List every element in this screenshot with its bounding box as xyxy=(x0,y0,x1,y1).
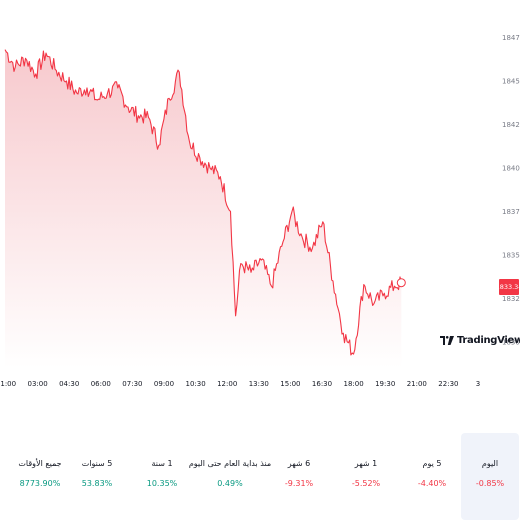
period-label: 1 سنة xyxy=(151,459,173,468)
price-line xyxy=(4,49,402,356)
x-tick-label: 09:00 xyxy=(154,380,174,388)
period-change-value: ‎-0.85% xyxy=(475,479,505,488)
x-tick-label: 22:30 xyxy=(438,380,458,388)
x-tick-label: 15:00 xyxy=(280,380,300,388)
last-price-marker xyxy=(396,278,406,288)
tradingview-logo-icon xyxy=(440,336,454,345)
period-tab[interactable]: 5 سنوات 53.83% xyxy=(68,433,126,520)
y-tick-label: 1835.00 xyxy=(502,251,520,259)
period-label: 6 شهر xyxy=(287,459,311,468)
period-label: منذ بداية العام حتى اليوم xyxy=(188,459,272,468)
period-change-value: 10.35% xyxy=(146,479,178,488)
chart-canvas[interactable]: 1847.50 1845.00 1842.50 1840.00 1837.50 1835.… xyxy=(0,0,520,400)
period-tab[interactable]: اليوم ‎-0.85% xyxy=(461,433,519,520)
period-label: جميع الأوقات xyxy=(18,459,62,468)
period-tab[interactable]: 1 شهر ‎-5.52% xyxy=(337,433,395,520)
time-axis: 01:00 03:00 04:30 06:00 07:30 09:00 10:30 12:00… xyxy=(0,380,480,388)
x-tick-label: 03:00 xyxy=(28,380,48,388)
price-axis: 1847.50 1845.00 1842.50 1840.00 1837.50 1835.… xyxy=(502,34,520,346)
x-tick-label: 06:00 xyxy=(91,380,111,388)
x-tick-label: 3 xyxy=(476,380,480,388)
price-area-fill xyxy=(5,49,402,368)
period-change-value: ‎-5.52% xyxy=(351,479,381,488)
x-tick-label: 10:30 xyxy=(186,380,206,388)
y-tick-label: 1840.00 xyxy=(502,164,520,172)
last-price-label: 1833.34 xyxy=(496,279,520,295)
period-label: 5 يوم xyxy=(422,459,442,468)
period-tab[interactable]: 5 يوم ‎-4.40% xyxy=(403,433,461,520)
period-tab[interactable]: 6 شهر ‎-9.31% xyxy=(270,433,328,520)
y-tick-label: 1830.00 xyxy=(502,338,520,346)
x-tick-label: 16:30 xyxy=(312,380,332,388)
x-tick-label: 18:00 xyxy=(344,380,364,388)
tradingview-logo-text: TradingView xyxy=(457,335,520,346)
y-tick-label: 1837.50 xyxy=(502,208,520,216)
price-chart[interactable]: 1847.50 1845.00 1842.50 1840.00 1837.50 1835.… xyxy=(0,0,520,400)
period-change-value: ‎-9.31% xyxy=(284,479,314,488)
period-tab[interactable]: 1 سنة 10.35% xyxy=(133,433,191,520)
y-tick-label: 1847.50 xyxy=(502,34,520,42)
period-change-value: 0.49% xyxy=(217,479,243,488)
y-tick-label: 1842.50 xyxy=(502,121,520,129)
x-tick-label: 19:30 xyxy=(375,380,395,388)
period-change-value: 8773.90% xyxy=(19,479,61,488)
period-change-value: ‎-4.40% xyxy=(417,479,447,488)
period-label: 5 سنوات xyxy=(81,459,113,468)
y-tick-label: 1832.50 xyxy=(502,295,520,303)
y-tick-label: 1845.00 xyxy=(502,77,520,85)
x-tick-label: 12:00 xyxy=(217,380,237,388)
tradingview-logo[interactable]: TradingView xyxy=(440,335,520,346)
x-tick-label: 07:30 xyxy=(122,380,142,388)
period-label: اليوم xyxy=(481,459,499,468)
x-tick-label: 01:00 xyxy=(0,380,16,388)
x-tick-label: 21:00 xyxy=(407,380,427,388)
period-tab[interactable]: جميع الأوقات 8773.90% xyxy=(5,433,75,520)
x-tick-label: 13:30 xyxy=(249,380,269,388)
period-label: 1 شهر xyxy=(354,459,378,468)
period-tab[interactable]: منذ بداية العام حتى اليوم 0.49% xyxy=(182,433,278,520)
performance-periods: اليوم ‎-0.85% 5 يوم ‎-4.40% 1 شهر ‎-5.52% 6 شه… xyxy=(0,433,520,520)
period-change-value: 53.83% xyxy=(81,479,113,488)
x-tick-label: 04:30 xyxy=(59,380,79,388)
